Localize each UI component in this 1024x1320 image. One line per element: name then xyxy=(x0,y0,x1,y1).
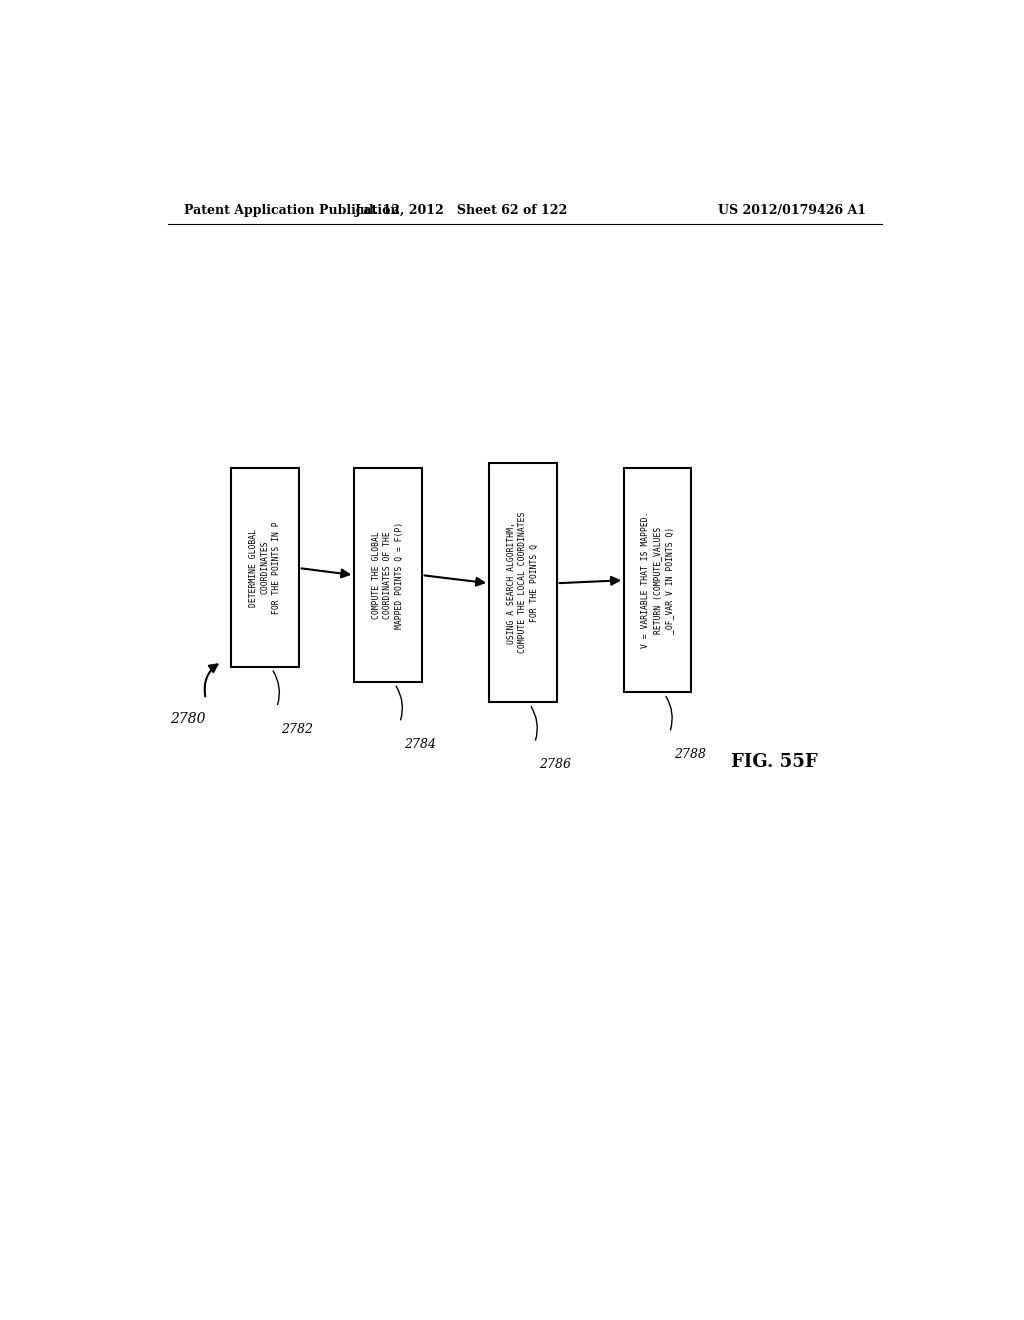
Bar xyxy=(489,463,557,702)
Text: USING A SEARCH ALGORITHM,
COMPUTE THE LOCAL COORDINATES
FOR THE POINTS Q: USING A SEARCH ALGORITHM, COMPUTE THE LO… xyxy=(507,512,539,653)
Text: 2786: 2786 xyxy=(539,758,570,771)
Text: DETERMINE GLOBAL
COORDINATES
FOR THE POINTS IN P: DETERMINE GLOBAL COORDINATES FOR THE POI… xyxy=(249,521,282,614)
Bar xyxy=(231,469,299,667)
Text: FIG. 55F: FIG. 55F xyxy=(731,752,818,771)
Text: 2784: 2784 xyxy=(403,738,436,751)
Text: V = VARIABLE THAT IS MAPPED.
RETURN (COMPUTE_VALUES
_OF_VAR V IN POINTS Q): V = VARIABLE THAT IS MAPPED. RETURN (COM… xyxy=(641,512,674,648)
Text: 2780: 2780 xyxy=(170,713,205,726)
Text: Jul. 12, 2012   Sheet 62 of 122: Jul. 12, 2012 Sheet 62 of 122 xyxy=(354,205,568,216)
Text: US 2012/0179426 A1: US 2012/0179426 A1 xyxy=(718,205,866,216)
Text: 2788: 2788 xyxy=(674,748,706,760)
Bar xyxy=(354,469,422,682)
Text: Patent Application Publication: Patent Application Publication xyxy=(183,205,399,216)
Bar xyxy=(624,469,691,692)
Text: COMPUTE THE GLOBAL
COORDINATES OF THE
MAPPED POINTS Q = F(P): COMPUTE THE GLOBAL COORDINATES OF THE MA… xyxy=(372,521,404,628)
Text: 2782: 2782 xyxy=(281,722,312,735)
